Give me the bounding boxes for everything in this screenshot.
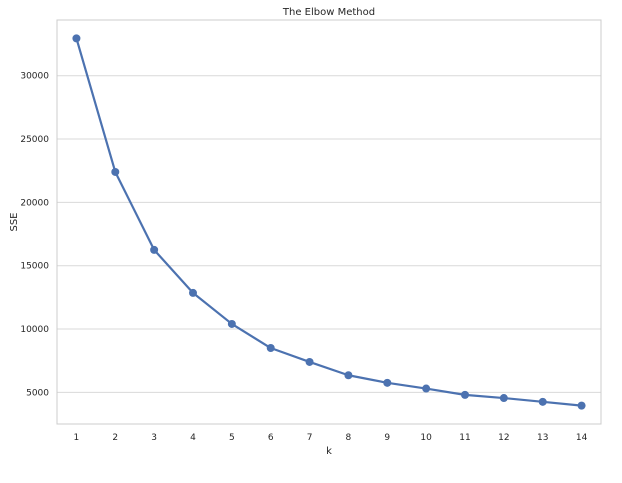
data-point [461,390,469,399]
y-tick-label: 20000 [20,198,49,208]
data-point [538,397,547,406]
y-tick-label: 15000 [20,262,49,272]
x-tick-label: 9 [384,433,390,443]
data-point [150,245,159,254]
x-tick-label: 8 [346,433,352,443]
data-point [422,384,431,393]
data-point [383,378,392,387]
y-tick-label: 30000 [20,72,49,82]
x-tick-label: 12 [498,433,509,443]
y-tick-label: 25000 [20,135,49,145]
grid-lines [57,75,601,393]
data-point [111,167,120,176]
y-tick-label: 10000 [20,325,49,335]
x-tick-label: 2 [112,433,118,443]
data-points [72,34,586,410]
x-tick-label: 11 [459,433,470,443]
data-point [344,371,353,380]
x-tick-label: 5 [229,433,235,443]
data-point [499,394,508,403]
data-point [72,34,81,43]
data-point [189,288,197,297]
y-axis-title: SSE [9,212,20,231]
x-tick-labels: 1 2 3 4 5 6 7 8 9 10 11 12 13 14 [74,433,588,443]
data-point [266,344,275,353]
x-tick-label: 10 [420,433,432,443]
x-tick-label: 6 [268,433,274,443]
x-tick-label: 14 [576,433,588,443]
x-tick-label: 3 [151,433,157,443]
x-tick-label: 7 [307,433,313,443]
plot-frame [56,19,602,425]
chart-title: The Elbow Method [282,7,375,18]
data-point [227,319,236,328]
data-point [305,357,314,366]
x-tick-label: 13 [537,433,548,443]
y-tick-label: 5000 [26,388,49,398]
y-tick-labels: 5000 10000 15000 20000 25000 30000 [20,72,49,399]
x-axis-title: k [326,446,332,457]
x-tick-label: 1 [74,433,80,443]
series-line [75,38,582,407]
data-point [577,401,586,410]
x-tick-label: 4 [190,433,196,443]
